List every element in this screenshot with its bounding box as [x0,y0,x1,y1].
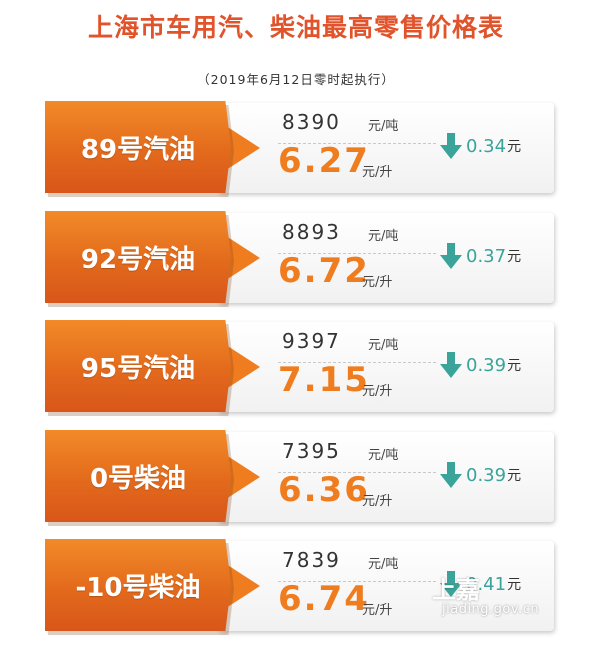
price-per-litre: 6.72 [278,251,370,291]
arrow-down-icon [440,352,462,378]
price-change: 0.34 元 [440,131,521,161]
arrow-down-icon [440,462,462,488]
watermark-url: jiading.gov.cn [442,602,540,617]
price-per-litre: 7.15 [278,360,370,400]
price-per-ton: 7839 [282,548,341,572]
fuel-badge: 95号汽油 [45,320,231,412]
divider [278,581,436,582]
unit-per-ton: 元/吨 [368,229,399,244]
price-change: 0.39 元 [440,460,521,490]
price-card: 9397 元/吨 7.15 元/升 0.39 元 [218,322,554,412]
fuel-badge: 92号汽油 [45,211,231,303]
arrow-down-icon [440,571,462,597]
change-value: 0.39 [466,464,507,486]
unit-per-litre: 元/升 [362,603,393,618]
unit-per-litre: 元/升 [362,494,393,509]
change-value: 0.37 [466,245,507,267]
price-per-ton: 7395 [282,439,341,463]
divider [278,362,436,363]
unit-per-ton: 元/吨 [368,448,399,463]
change-unit: 元 [507,358,522,374]
fuel-name: 92号汽油 [80,244,196,275]
divider [278,253,436,254]
fuel-name: 89号汽油 [80,134,196,165]
price-row: 9397 元/吨 7.15 元/升 0.39 元 95号汽油 [36,316,556,418]
change-unit: 元 [507,468,522,484]
change-unit: 元 [507,249,522,265]
price-row: 7839 元/吨 6.74 元/升 0.41 元 -10号柴油 [36,535,556,637]
page-title: 上海市车用汽、柴油最高零售价格表 [87,13,504,42]
fuel-name: -10号柴油 [75,572,201,603]
pointer-arrow-icon [226,564,260,608]
price-per-litre: 6.36 [278,470,370,510]
divider [278,472,436,473]
fuel-name: 95号汽油 [80,353,196,384]
price-change: 0.37 元 [440,241,521,271]
price-per-ton: 8390 [282,110,341,134]
price-change: 0.41 元 [440,569,521,599]
unit-per-ton: 元/吨 [368,557,399,572]
fuel-badge: -10号柴油 [45,539,231,631]
unit-per-litre: 元/升 [362,275,393,290]
price-card: 8390 元/吨 6.27 元/升 0.34 元 [218,103,554,193]
fuel-name: 0号柴油 [89,463,187,494]
price-card: 7839 元/吨 6.74 元/升 0.41 元 [218,541,554,631]
price-row: 8390 元/吨 6.27 元/升 0.34 元 89号汽油 [36,97,556,199]
change-unit: 元 [507,577,522,593]
watermark: 上嘉 jiading.gov.cn [420,568,570,628]
unit-per-litre: 元/升 [362,165,393,180]
price-per-litre: 6.27 [278,141,370,181]
price-per-ton: 8893 [282,220,341,244]
divider [278,143,436,144]
watermark-brand: 上嘉 [432,576,480,604]
price-card: 8893 元/吨 6.72 元/升 0.37 元 [218,213,554,303]
change-value: 0.34 [466,135,507,157]
fuel-badge: 0号柴油 [45,430,231,522]
change-unit: 元 [507,139,522,155]
price-row: 7395 元/吨 6.36 元/升 0.39 元 0号柴油 [36,426,556,528]
unit-per-ton: 元/吨 [368,119,399,134]
price-per-litre: 6.74 [278,579,370,619]
pointer-arrow-icon [226,126,260,170]
pointer-arrow-icon [226,345,260,389]
arrow-down-icon [440,243,462,269]
effective-date: （2019年6月12日零时起执行） [197,72,395,87]
change-value: 0.41 [466,573,507,595]
price-row: 8893 元/吨 6.72 元/升 0.37 元 92号汽油 [36,207,556,309]
arrow-down-icon [440,133,462,159]
pointer-arrow-icon [226,236,260,280]
unit-per-litre: 元/升 [362,384,393,399]
price-card: 7395 元/吨 6.36 元/升 0.39 元 [218,432,554,522]
fuel-badge: 89号汽油 [45,101,231,193]
price-change: 0.39 元 [440,350,521,380]
price-per-ton: 9397 [282,329,341,353]
unit-per-ton: 元/吨 [368,338,399,353]
pointer-arrow-icon [226,455,260,499]
change-value: 0.39 [466,354,507,376]
